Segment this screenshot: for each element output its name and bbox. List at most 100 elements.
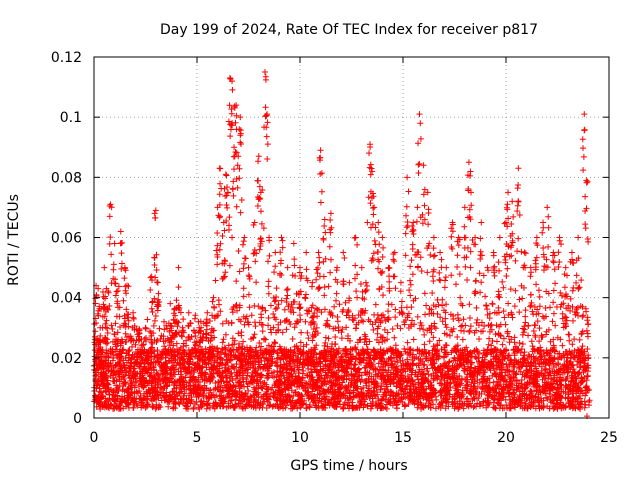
roti-point bbox=[256, 183, 263, 190]
roti-point bbox=[332, 371, 339, 378]
roti-point bbox=[283, 384, 290, 391]
roti-point bbox=[474, 369, 481, 376]
roti-point bbox=[522, 313, 529, 320]
roti-point bbox=[240, 354, 247, 361]
roti-point bbox=[409, 317, 416, 324]
roti-point bbox=[322, 362, 329, 369]
roti-point bbox=[508, 357, 515, 364]
roti-point bbox=[214, 367, 221, 374]
roti-point bbox=[232, 375, 239, 382]
roti-point bbox=[271, 347, 278, 354]
roti-point bbox=[532, 332, 539, 339]
roti-point bbox=[562, 313, 569, 320]
roti-point bbox=[179, 377, 186, 384]
roti-point bbox=[161, 343, 168, 350]
roti-point bbox=[375, 395, 382, 402]
roti-point bbox=[500, 393, 507, 400]
roti-point bbox=[464, 358, 471, 365]
roti-point bbox=[450, 379, 457, 386]
roti-point bbox=[544, 395, 551, 402]
roti-point bbox=[406, 287, 413, 294]
roti-point bbox=[371, 392, 378, 399]
roti-point bbox=[505, 361, 512, 368]
roti-point bbox=[102, 324, 109, 331]
data-markers bbox=[91, 69, 593, 420]
roti-point bbox=[300, 343, 307, 350]
roti-point bbox=[330, 380, 337, 387]
roti-point bbox=[147, 336, 154, 343]
roti-point bbox=[215, 312, 222, 319]
roti-point bbox=[291, 404, 298, 411]
roti-point bbox=[416, 347, 423, 354]
roti-point bbox=[555, 393, 562, 400]
roti-point bbox=[530, 328, 537, 335]
roti-point bbox=[495, 356, 502, 363]
roti-point bbox=[250, 335, 257, 342]
roti-point bbox=[388, 360, 395, 367]
roti-point bbox=[371, 366, 378, 373]
roti-point bbox=[374, 330, 381, 337]
roti-point bbox=[222, 331, 229, 338]
roti-point bbox=[518, 248, 525, 255]
roti-point bbox=[352, 355, 359, 362]
roti-point bbox=[553, 389, 560, 396]
roti-point bbox=[552, 392, 559, 399]
roti-point bbox=[283, 384, 290, 391]
roti-point bbox=[111, 395, 118, 402]
roti-point bbox=[328, 400, 335, 407]
roti-point bbox=[291, 362, 298, 369]
roti-point bbox=[389, 325, 396, 332]
roti-point bbox=[110, 374, 117, 381]
roti-point bbox=[325, 347, 332, 354]
roti-point bbox=[316, 391, 323, 398]
roti-point bbox=[511, 339, 518, 346]
roti-point bbox=[460, 328, 467, 335]
roti-point bbox=[547, 304, 554, 311]
roti-point bbox=[493, 373, 500, 380]
roti-point bbox=[400, 391, 407, 398]
roti-point bbox=[116, 378, 123, 385]
roti-point bbox=[100, 301, 107, 308]
roti-point bbox=[486, 328, 493, 335]
roti-point bbox=[100, 404, 107, 411]
roti-point bbox=[352, 262, 359, 269]
roti-point bbox=[298, 329, 305, 336]
roti-point bbox=[365, 194, 372, 201]
roti-point bbox=[545, 326, 552, 333]
roti-point bbox=[355, 319, 362, 326]
roti-point bbox=[244, 346, 251, 353]
roti-point bbox=[456, 357, 463, 364]
roti-point bbox=[522, 319, 529, 326]
roti-point bbox=[329, 389, 336, 396]
roti-point bbox=[236, 355, 243, 362]
roti-point bbox=[442, 390, 449, 397]
roti-point bbox=[478, 390, 485, 397]
roti-point bbox=[551, 348, 558, 355]
roti-point bbox=[208, 360, 215, 367]
roti-point bbox=[552, 322, 559, 329]
roti-point bbox=[152, 359, 159, 366]
roti-point bbox=[451, 393, 458, 400]
roti-point bbox=[115, 405, 122, 412]
roti-point bbox=[406, 351, 413, 358]
roti-point bbox=[402, 394, 409, 401]
roti-point bbox=[439, 402, 446, 409]
roti-point bbox=[272, 339, 279, 346]
roti-point bbox=[377, 386, 384, 393]
roti-point bbox=[350, 389, 357, 396]
roti-point bbox=[171, 385, 178, 392]
roti-point bbox=[273, 305, 280, 312]
roti-point bbox=[345, 386, 352, 393]
roti-point bbox=[579, 328, 586, 335]
roti-point bbox=[443, 342, 450, 349]
roti-point bbox=[564, 364, 571, 371]
roti-point bbox=[366, 338, 373, 345]
roti-point bbox=[562, 377, 569, 384]
roti-point bbox=[557, 394, 564, 401]
roti-point bbox=[365, 316, 372, 323]
roti-point bbox=[386, 278, 393, 285]
roti-point bbox=[493, 338, 500, 345]
roti-point bbox=[552, 280, 559, 287]
roti-point bbox=[215, 378, 222, 385]
roti-point bbox=[367, 405, 374, 412]
